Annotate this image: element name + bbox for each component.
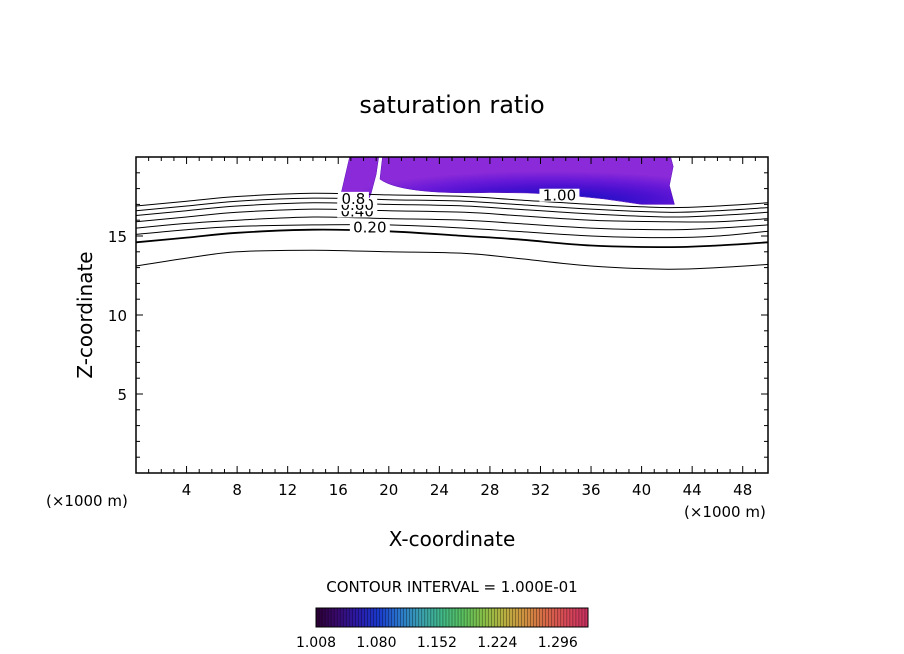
- y-tick-label: 15: [108, 228, 127, 246]
- contour-line: [136, 208, 768, 223]
- x-tick-label: 16: [329, 481, 348, 499]
- contour-interval-label: CONTOUR INTERVAL = 1.000E-01: [326, 578, 577, 596]
- colorbar-stripes: [318, 608, 586, 627]
- contour-line: [136, 192, 768, 209]
- contour-line: [136, 228, 768, 249]
- contour-line: [136, 197, 768, 213]
- x-tick-label: 36: [581, 481, 600, 499]
- x-tick-label: 32: [531, 481, 550, 499]
- axis-ticks: [136, 157, 768, 473]
- y-tick-labels: 5 10 15: [108, 228, 127, 404]
- contour-line: [136, 202, 768, 218]
- colorbar-tick-label: 1.152: [417, 635, 457, 651]
- colorbar-tick-label: 1.224: [477, 635, 517, 651]
- y-tick-label: 5: [117, 386, 127, 404]
- x-tick-label: 40: [632, 481, 651, 499]
- colorbar-tick-label: 1.296: [538, 635, 578, 651]
- contour-label: 0.8: [341, 190, 365, 208]
- x-tick-label: 8: [232, 481, 242, 499]
- contour-line: [136, 224, 768, 239]
- contour-label: 1.00: [543, 187, 576, 205]
- x-tick-label: 44: [683, 481, 702, 499]
- colorbar-tick-label: 1.008: [296, 635, 336, 651]
- contour-label: 0.20: [353, 218, 386, 236]
- contour-labels: 0.200.400.600.8 1.00: [337, 187, 580, 236]
- y-unit-label: (×1000 m): [46, 492, 128, 510]
- colorbar-tick-label: 1.080: [356, 635, 396, 651]
- y-axis-label: Z-coordinate: [73, 251, 97, 378]
- x-tick-labels: 4 8 12 16 20 24 28 32 36 40 44 48: [182, 481, 752, 499]
- chart-title: saturation ratio: [359, 91, 544, 119]
- contour-label-bg: [539, 188, 580, 202]
- x-tick-label: 24: [430, 481, 449, 499]
- y-tick-label: 10: [108, 307, 127, 325]
- x-tick-label: 12: [278, 481, 297, 499]
- contour-lines: [136, 192, 768, 270]
- filled-region: [340, 157, 675, 205]
- contour-label-bg: [337, 191, 369, 205]
- x-axis-label: X-coordinate: [389, 527, 516, 551]
- x-unit-label: (×1000 m): [684, 503, 766, 521]
- x-tick-label: 28: [480, 481, 499, 499]
- colorbar: 1.008 1.080 1.152 1.224 1.296: [296, 607, 589, 651]
- x-tick-label: 4: [182, 481, 192, 499]
- contour-label-bg: [349, 220, 390, 234]
- supersaturated-region: [340, 157, 675, 205]
- x-tick-label: 20: [379, 481, 398, 499]
- contour-line: [136, 216, 768, 231]
- colorbar-labels: 1.008 1.080 1.152 1.224 1.296: [296, 635, 578, 651]
- x-tick-label: 48: [733, 481, 752, 499]
- contour-line: [136, 249, 768, 270]
